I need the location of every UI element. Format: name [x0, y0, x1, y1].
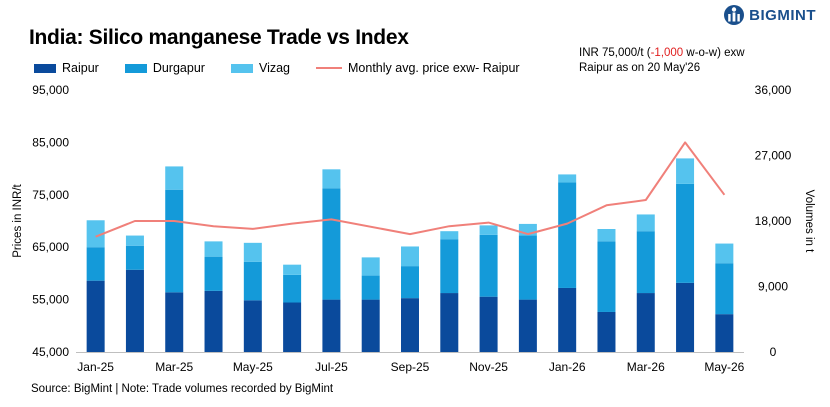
chart-legend: Raipur Durgapur Vizag Monthly avg. price…	[34, 61, 546, 75]
bar-durgapur	[165, 189, 184, 293]
price-note-change: -1,000	[650, 47, 684, 59]
bar-vizag	[125, 235, 144, 246]
price-note-prefix: INR 75,000/t (	[579, 47, 651, 59]
bar-vizag	[558, 174, 577, 183]
y-left-axis-title: Prices in INR/t	[12, 183, 24, 257]
price-note-line1: INR 75,000/t (-1,000 w-o-w) exw	[579, 46, 745, 61]
legend-label-raipur: Raipur	[62, 61, 99, 75]
legend-item-durgapur: Durgapur	[124, 61, 205, 75]
bar-raipur	[715, 314, 734, 352]
bar-raipur	[440, 293, 459, 352]
x-tick-label: Mar-25	[155, 360, 193, 374]
bar-raipur	[165, 292, 184, 352]
x-tick-label: Jan-25	[77, 360, 114, 374]
bar-durgapur	[440, 239, 459, 294]
bar-vizag	[518, 223, 537, 236]
bar-vizag	[401, 246, 419, 267]
bar-vizag	[361, 257, 380, 276]
bar-raipur	[243, 300, 262, 352]
bar-durgapur	[676, 183, 695, 283]
bar-vizag	[479, 225, 498, 235]
bar-vizag	[715, 243, 734, 264]
x-tick-label: Nov-25	[469, 360, 508, 374]
legend-label-durgapur: Durgapur	[152, 61, 205, 75]
legend-swatch-price	[316, 67, 342, 69]
bar-durgapur	[518, 235, 537, 300]
bar-durgapur	[204, 256, 223, 291]
bar-vizag	[440, 231, 459, 240]
bigmint-logo-icon	[724, 5, 745, 25]
bar-durgapur	[283, 274, 302, 303]
bar-durgapur	[243, 261, 262, 301]
bar-raipur	[518, 299, 537, 352]
y-right-tick-label: 9,000	[758, 280, 788, 294]
bar-raipur	[636, 293, 655, 352]
legend-item-vizag: Vizag	[230, 61, 290, 75]
y-right-tick-label: 18,000	[755, 214, 792, 228]
legend-swatch-durgapur	[124, 63, 147, 73]
y-right-tick-label: 0	[770, 345, 777, 359]
bar-vizag	[204, 241, 223, 257]
bar-durgapur	[86, 247, 105, 281]
bar-durgapur	[125, 245, 144, 270]
bar-vizag	[86, 220, 105, 248]
bar-vizag	[243, 242, 262, 262]
bar-raipur	[283, 302, 302, 352]
bar-raipur	[322, 299, 341, 352]
y-left-tick-label: 65,000	[32, 240, 69, 254]
bar-raipur	[204, 290, 223, 352]
price-note-suffix: w-o-w) exw	[683, 47, 745, 59]
x-tick-label: Jul-25	[315, 360, 348, 374]
price-note: INR 75,000/t (-1,000 w-o-w) exw Raipur a…	[579, 46, 745, 76]
bar-raipur	[676, 282, 695, 352]
legend-label-price: Monthly avg. price exw- Raipur	[348, 61, 520, 75]
bar-durgapur	[636, 231, 655, 294]
brand-logo: BIGMINT	[723, 4, 816, 26]
bar-raipur	[479, 296, 498, 352]
y-left-tick-label: 85,000	[32, 135, 69, 149]
legend-item-price: Monthly avg. price exw- Raipur	[316, 61, 520, 75]
bar-vizag	[597, 229, 616, 242]
y-left-tick-label: 75,000	[32, 188, 69, 202]
x-tick-label: Mar-26	[627, 360, 665, 374]
x-tick-label: Jan-26	[549, 360, 586, 374]
legend-item-raipur: Raipur	[34, 61, 99, 75]
y-left-tick-label: 45,000	[32, 345, 69, 359]
price-line	[95, 141, 726, 238]
bar-durgapur	[361, 275, 380, 300]
price-note-line2: Raipur as on 20 May'26	[579, 62, 701, 74]
y-right-tick-label: 27,000	[755, 149, 792, 163]
bar-durgapur	[479, 234, 498, 297]
bar-raipur	[558, 287, 577, 352]
legend-swatch-raipur	[34, 63, 56, 73]
bar-durgapur	[401, 266, 419, 299]
legend-label-vizag: Vizag	[258, 61, 290, 75]
y-right-axis-title: Volumes in t	[803, 190, 815, 253]
bar-durgapur	[597, 241, 616, 312]
bar-raipur	[401, 298, 419, 352]
legend-swatch-vizag	[230, 63, 253, 73]
bar-raipur	[597, 311, 616, 352]
bar-vizag	[676, 158, 695, 184]
bar-vizag	[322, 169, 341, 189]
brand-name: BIGMINT	[749, 6, 816, 24]
bar-raipur	[361, 299, 380, 352]
x-tick-label: May-25	[233, 360, 273, 374]
y-left-tick-label: 95,000	[32, 83, 69, 97]
y-left-tick-label: 55,000	[32, 293, 69, 307]
x-tick-label: Sep-25	[391, 360, 430, 374]
bar-vizag	[165, 166, 184, 190]
bar-durgapur	[715, 263, 734, 315]
bar-raipur	[86, 280, 105, 352]
chart-title: India: Silico manganese Trade vs Index	[29, 26, 409, 49]
source-note: Source: BigMint | Note: Trade volumes re…	[31, 383, 334, 395]
bar-durgapur	[322, 188, 341, 300]
x-tick-label: May-26	[704, 360, 744, 374]
bar-durgapur	[558, 182, 577, 288]
y-right-tick-label: 36,000	[755, 83, 792, 97]
bar-raipur	[125, 269, 144, 352]
bar-vizag	[283, 264, 302, 275]
bar-vizag	[636, 214, 655, 232]
